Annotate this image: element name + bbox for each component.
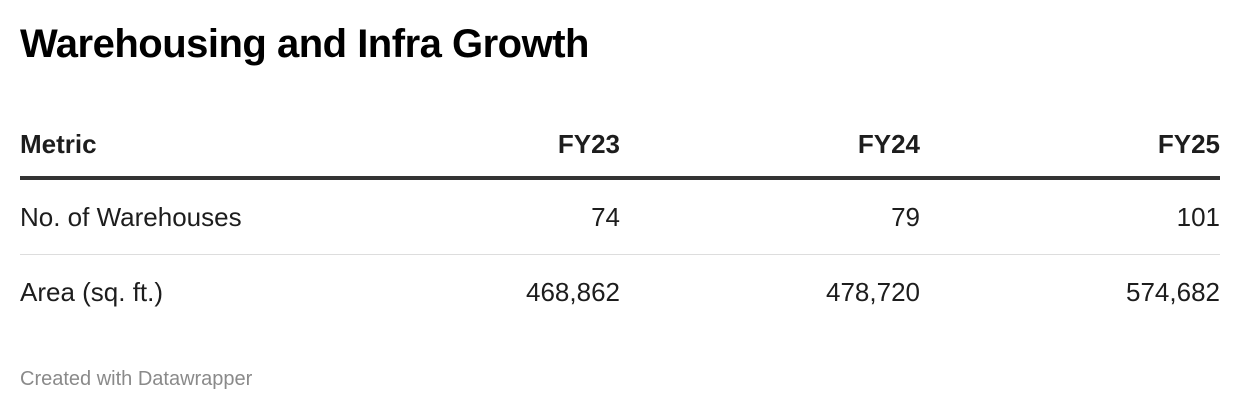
- header-row: Metric FY23 FY24 FY25: [20, 112, 1220, 180]
- table-cell: Area (sq. ft.): [20, 276, 164, 307]
- table-cell: 101: [920, 178, 1220, 255]
- table-cell: 478,720: [826, 276, 920, 307]
- table-body: No. of Warehouses 74 79 101 Area (sq. ft.) 46…: [20, 178, 1220, 329]
- credit: Created with Datawrapper: [20, 368, 253, 390]
- table-cell: 79: [620, 178, 920, 255]
- data-table: Metric FY23 FY24 FY25 No. of Warehouses 74 79…: [20, 112, 1220, 329]
- table-row: Area (sq. ft.) 468,862 478,720 574,682: [20, 255, 1220, 330]
- title: Warehousing and Infra Growth: [20, 22, 589, 66]
- column-header: FY23: [320, 112, 620, 180]
- table-cell: 574,682: [1126, 276, 1220, 307]
- column-header: FY25: [920, 112, 1220, 180]
- table-cell: 74: [320, 178, 620, 255]
- table-cell: No. of Warehouses: [20, 178, 320, 255]
- column-header: FY24: [620, 112, 920, 180]
- table-cell: 468,862: [526, 276, 620, 307]
- table-row: No. of Warehouses 74 79 101: [20, 178, 1220, 255]
- column-header: Metric: [20, 112, 320, 180]
